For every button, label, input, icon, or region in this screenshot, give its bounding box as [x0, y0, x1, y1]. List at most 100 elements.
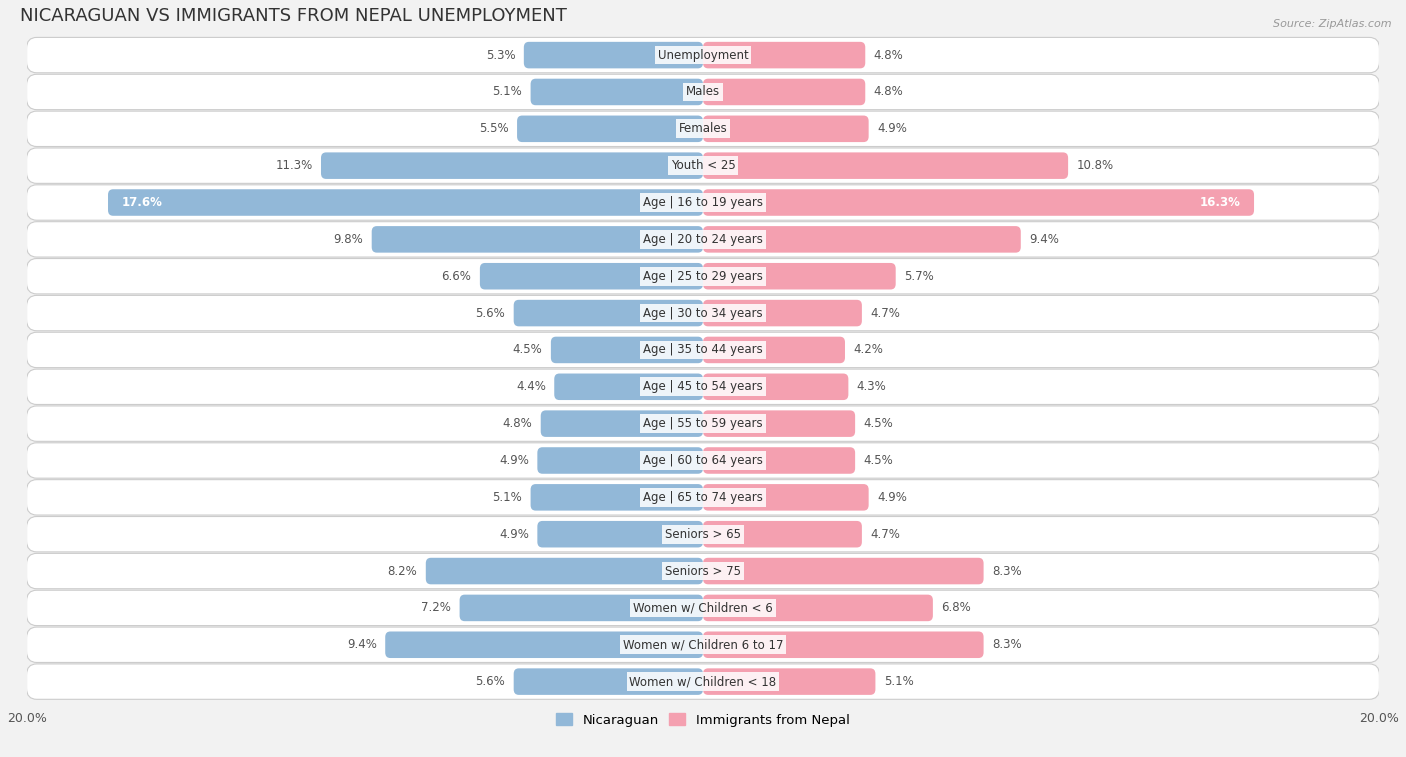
- Text: 4.4%: 4.4%: [516, 380, 546, 394]
- FancyBboxPatch shape: [27, 74, 1379, 110]
- FancyBboxPatch shape: [385, 631, 703, 658]
- FancyBboxPatch shape: [703, 373, 848, 400]
- FancyBboxPatch shape: [108, 189, 703, 216]
- Text: Youth < 25: Youth < 25: [671, 159, 735, 172]
- FancyBboxPatch shape: [371, 226, 703, 253]
- FancyBboxPatch shape: [27, 185, 1379, 220]
- FancyBboxPatch shape: [513, 300, 703, 326]
- Text: Seniors > 65: Seniors > 65: [665, 528, 741, 540]
- Text: 8.3%: 8.3%: [993, 638, 1022, 651]
- Text: Age | 60 to 64 years: Age | 60 to 64 years: [643, 454, 763, 467]
- Text: 4.8%: 4.8%: [502, 417, 533, 430]
- FancyBboxPatch shape: [703, 116, 869, 142]
- Text: Women w/ Children 6 to 17: Women w/ Children 6 to 17: [623, 638, 783, 651]
- Text: Males: Males: [686, 86, 720, 98]
- Text: 9.4%: 9.4%: [347, 638, 377, 651]
- FancyBboxPatch shape: [703, 558, 984, 584]
- FancyBboxPatch shape: [703, 300, 862, 326]
- FancyBboxPatch shape: [551, 337, 703, 363]
- Text: Age | 45 to 54 years: Age | 45 to 54 years: [643, 380, 763, 394]
- Text: 5.1%: 5.1%: [492, 86, 522, 98]
- FancyBboxPatch shape: [530, 79, 703, 105]
- Text: 4.8%: 4.8%: [873, 48, 904, 61]
- Text: 17.6%: 17.6%: [121, 196, 163, 209]
- FancyBboxPatch shape: [27, 516, 1379, 552]
- FancyBboxPatch shape: [554, 373, 703, 400]
- Text: 5.5%: 5.5%: [479, 123, 509, 136]
- FancyBboxPatch shape: [517, 116, 703, 142]
- Text: 4.5%: 4.5%: [863, 417, 893, 430]
- FancyBboxPatch shape: [703, 337, 845, 363]
- FancyBboxPatch shape: [703, 79, 865, 105]
- FancyBboxPatch shape: [426, 558, 703, 584]
- Text: 4.9%: 4.9%: [877, 123, 907, 136]
- Text: 4.5%: 4.5%: [863, 454, 893, 467]
- Text: 5.6%: 5.6%: [475, 307, 505, 319]
- Text: 8.3%: 8.3%: [993, 565, 1022, 578]
- FancyBboxPatch shape: [460, 595, 703, 621]
- Text: Females: Females: [679, 123, 727, 136]
- FancyBboxPatch shape: [541, 410, 703, 437]
- Text: 4.9%: 4.9%: [499, 454, 529, 467]
- FancyBboxPatch shape: [537, 521, 703, 547]
- Text: 5.1%: 5.1%: [492, 491, 522, 504]
- FancyBboxPatch shape: [703, 484, 869, 511]
- FancyBboxPatch shape: [703, 668, 876, 695]
- Text: 6.6%: 6.6%: [441, 269, 471, 282]
- FancyBboxPatch shape: [27, 111, 1379, 147]
- Text: Seniors > 75: Seniors > 75: [665, 565, 741, 578]
- Text: Women w/ Children < 18: Women w/ Children < 18: [630, 675, 776, 688]
- FancyBboxPatch shape: [27, 295, 1379, 331]
- Text: 5.7%: 5.7%: [904, 269, 934, 282]
- FancyBboxPatch shape: [27, 148, 1379, 183]
- Text: Source: ZipAtlas.com: Source: ZipAtlas.com: [1274, 19, 1392, 29]
- Text: 4.9%: 4.9%: [499, 528, 529, 540]
- Text: Unemployment: Unemployment: [658, 48, 748, 61]
- FancyBboxPatch shape: [27, 332, 1379, 368]
- Text: 5.6%: 5.6%: [475, 675, 505, 688]
- FancyBboxPatch shape: [703, 595, 932, 621]
- FancyBboxPatch shape: [524, 42, 703, 68]
- Text: Age | 55 to 59 years: Age | 55 to 59 years: [643, 417, 763, 430]
- FancyBboxPatch shape: [703, 263, 896, 289]
- Text: Age | 65 to 74 years: Age | 65 to 74 years: [643, 491, 763, 504]
- Text: 4.7%: 4.7%: [870, 528, 900, 540]
- FancyBboxPatch shape: [27, 37, 1379, 73]
- FancyBboxPatch shape: [27, 369, 1379, 404]
- Text: 7.2%: 7.2%: [422, 601, 451, 615]
- FancyBboxPatch shape: [27, 553, 1379, 589]
- Text: 8.2%: 8.2%: [388, 565, 418, 578]
- FancyBboxPatch shape: [703, 521, 862, 547]
- Text: 4.5%: 4.5%: [513, 344, 543, 357]
- FancyBboxPatch shape: [703, 189, 1254, 216]
- FancyBboxPatch shape: [513, 668, 703, 695]
- Text: Women w/ Children < 6: Women w/ Children < 6: [633, 601, 773, 615]
- Text: 4.8%: 4.8%: [873, 86, 904, 98]
- Text: Age | 35 to 44 years: Age | 35 to 44 years: [643, 344, 763, 357]
- FancyBboxPatch shape: [27, 590, 1379, 625]
- FancyBboxPatch shape: [703, 631, 984, 658]
- Text: 9.8%: 9.8%: [333, 233, 363, 246]
- FancyBboxPatch shape: [703, 410, 855, 437]
- Legend: Nicaraguan, Immigrants from Nepal: Nicaraguan, Immigrants from Nepal: [551, 708, 855, 732]
- FancyBboxPatch shape: [703, 447, 855, 474]
- FancyBboxPatch shape: [27, 222, 1379, 257]
- Text: 5.1%: 5.1%: [884, 675, 914, 688]
- FancyBboxPatch shape: [27, 406, 1379, 441]
- FancyBboxPatch shape: [530, 484, 703, 511]
- Text: NICARAGUAN VS IMMIGRANTS FROM NEPAL UNEMPLOYMENT: NICARAGUAN VS IMMIGRANTS FROM NEPAL UNEM…: [20, 7, 567, 25]
- FancyBboxPatch shape: [27, 480, 1379, 515]
- FancyBboxPatch shape: [703, 42, 865, 68]
- Text: Age | 16 to 19 years: Age | 16 to 19 years: [643, 196, 763, 209]
- Text: 16.3%: 16.3%: [1199, 196, 1240, 209]
- FancyBboxPatch shape: [27, 664, 1379, 699]
- FancyBboxPatch shape: [537, 447, 703, 474]
- Text: 10.8%: 10.8%: [1077, 159, 1114, 172]
- FancyBboxPatch shape: [321, 152, 703, 179]
- Text: 9.4%: 9.4%: [1029, 233, 1059, 246]
- FancyBboxPatch shape: [27, 627, 1379, 662]
- FancyBboxPatch shape: [479, 263, 703, 289]
- FancyBboxPatch shape: [27, 259, 1379, 294]
- Text: 4.7%: 4.7%: [870, 307, 900, 319]
- Text: 11.3%: 11.3%: [276, 159, 312, 172]
